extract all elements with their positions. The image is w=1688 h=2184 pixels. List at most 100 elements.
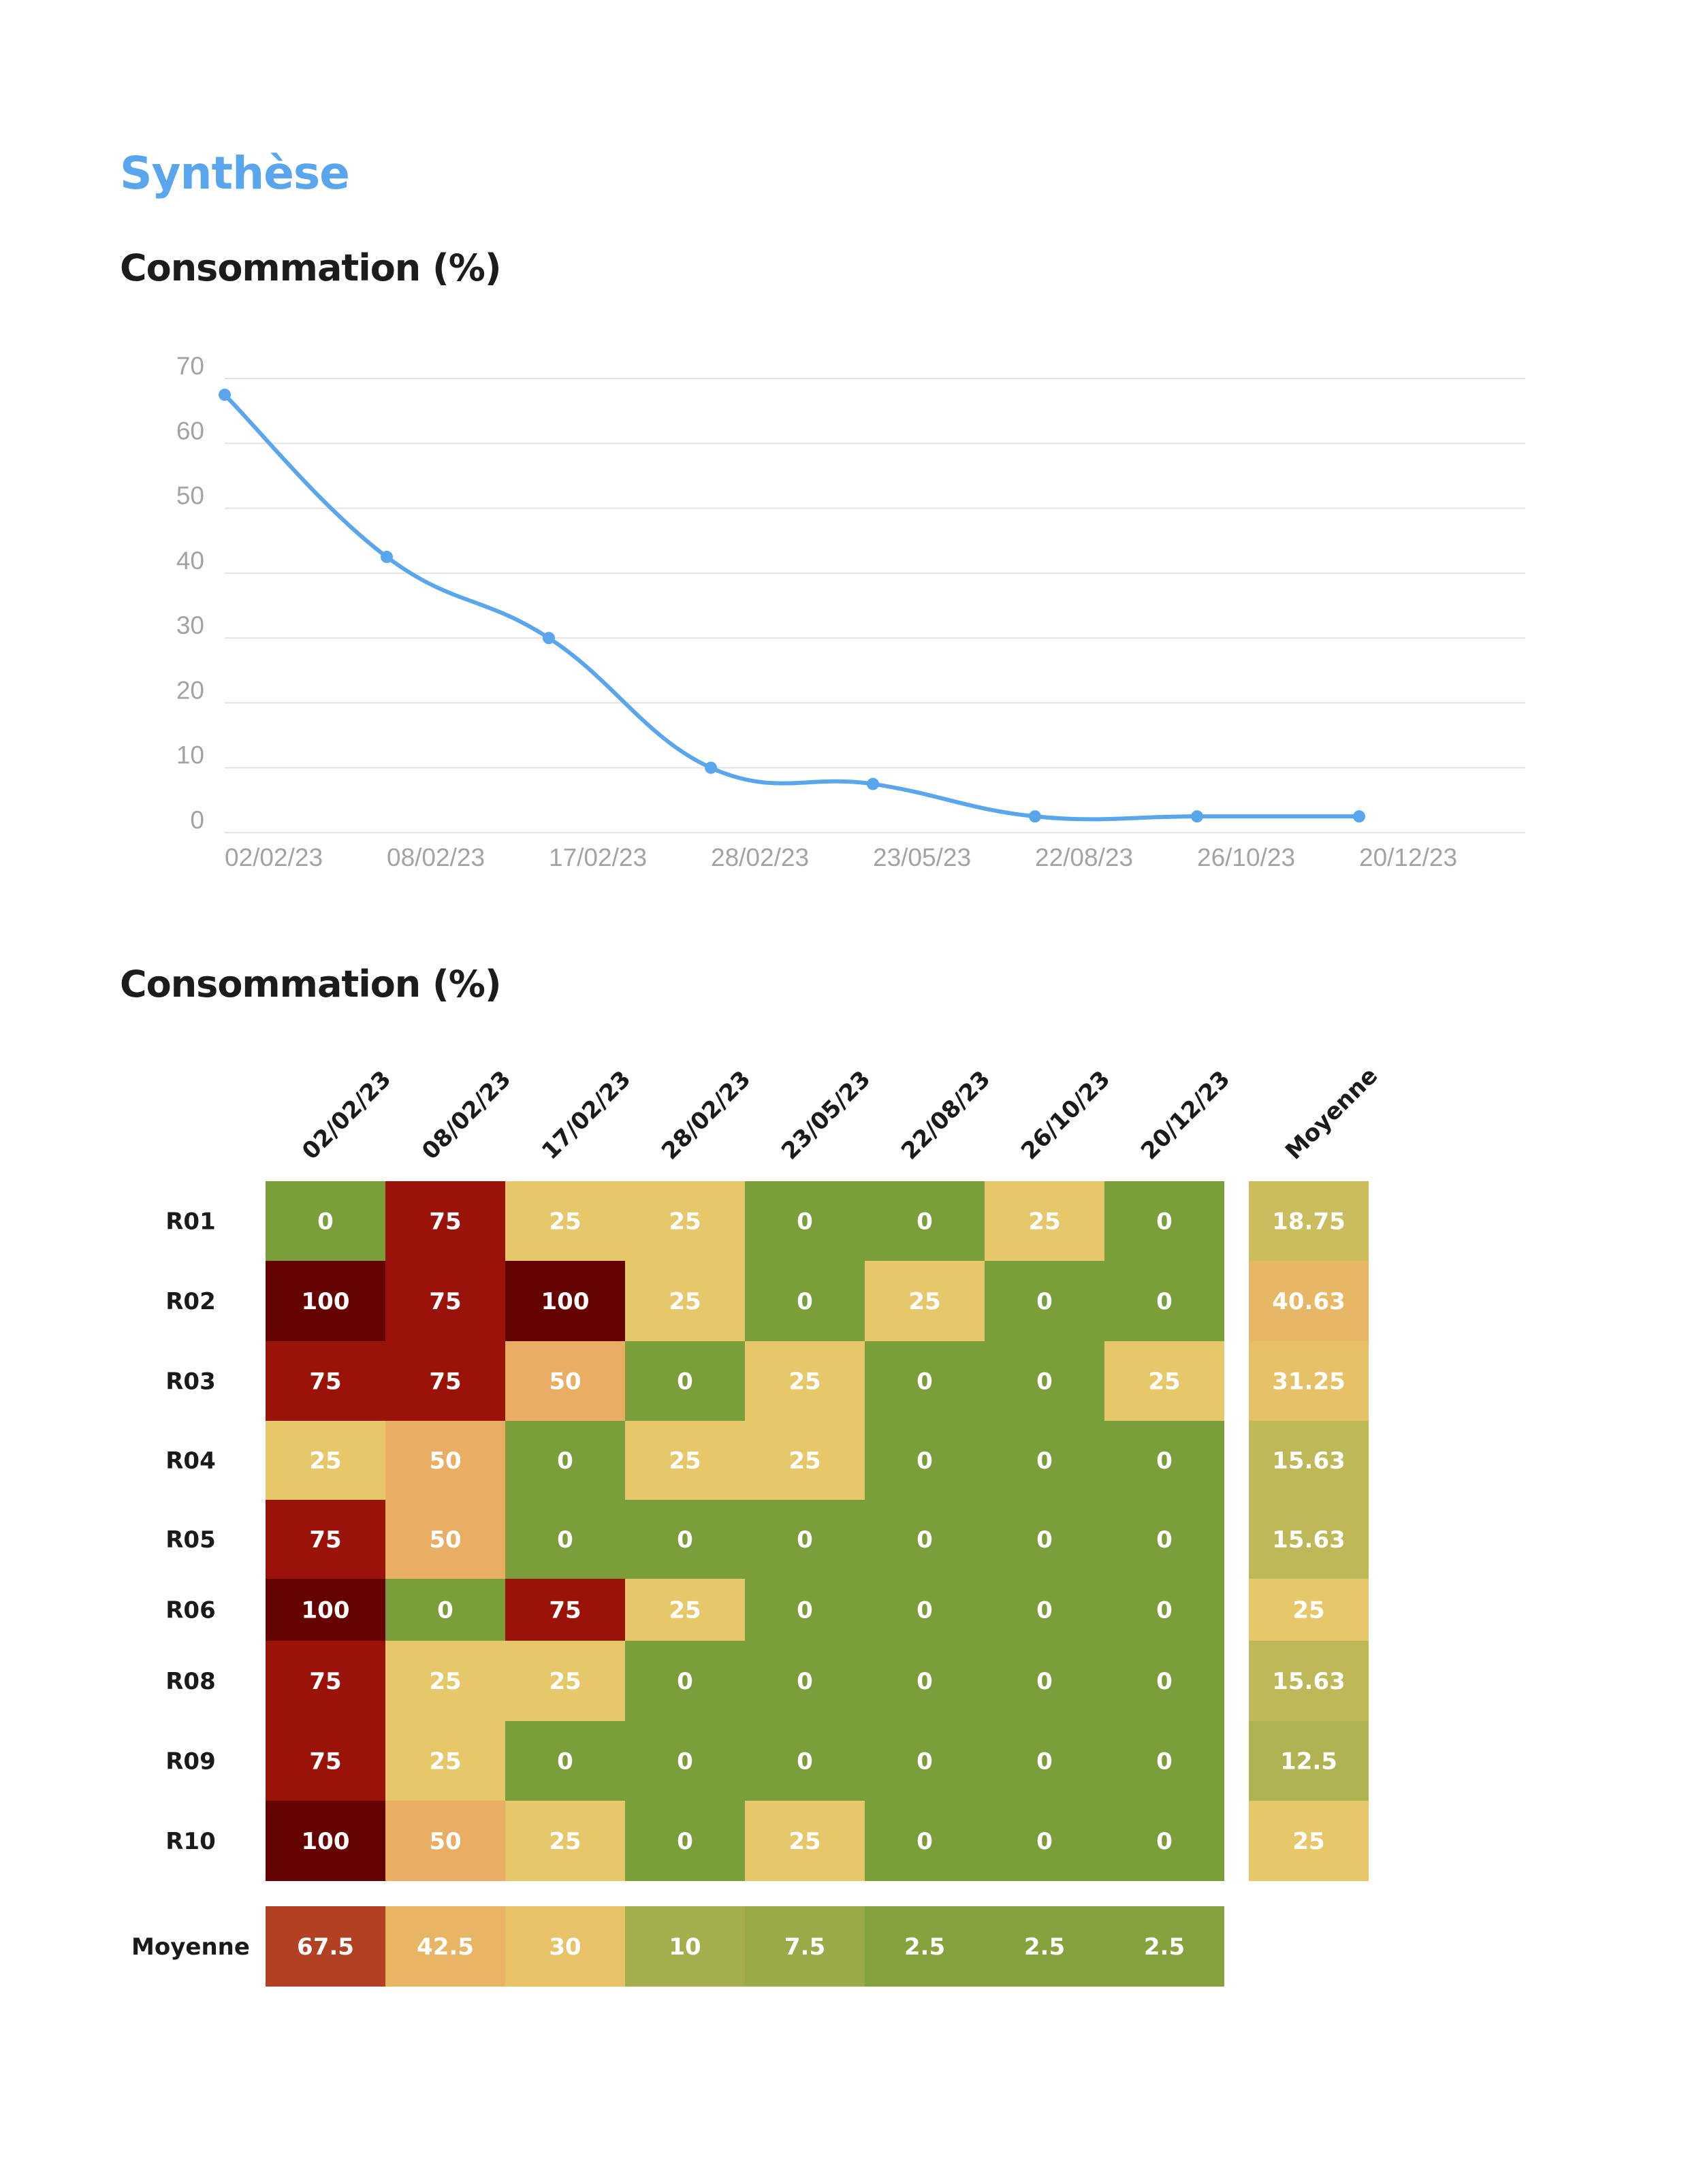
- column-average-value: 42.5: [417, 1933, 474, 1961]
- x-tick-label: 26/10/23: [1197, 844, 1295, 871]
- cell-value: 25: [549, 1668, 581, 1695]
- data-point: [1191, 810, 1203, 823]
- heatmap-cell: [625, 1579, 745, 1641]
- cell-value: 0: [797, 1526, 813, 1554]
- heatmap-cell: [385, 1261, 505, 1341]
- heatmap-cell: [865, 1801, 985, 1881]
- data-point: [1029, 810, 1041, 823]
- column-average-value: 10: [669, 1933, 701, 1961]
- column-average-value: 7.5: [784, 1933, 825, 1961]
- column-average-value: 67.5: [297, 1933, 354, 1961]
- heatmap-cell: [625, 1341, 745, 1421]
- heatmap-cell: [266, 1500, 385, 1579]
- heatmap-cell: [505, 1421, 625, 1500]
- cell-value: 0: [1036, 1828, 1053, 1855]
- cell-value: 25: [789, 1447, 821, 1475]
- heatmap-cell: [985, 1261, 1104, 1341]
- row-average-value: 18.75: [1272, 1208, 1345, 1236]
- heatmap-cell: [745, 1341, 865, 1421]
- x-tick-label: 23/05/23: [873, 844, 971, 871]
- cell-value: 50: [429, 1526, 461, 1554]
- column-average-cell: [625, 1906, 745, 1987]
- cell-value: 25: [429, 1668, 461, 1695]
- y-tick-label: 70: [176, 352, 204, 380]
- cell-value: 25: [549, 1208, 581, 1236]
- heatmap-cell: [385, 1801, 505, 1881]
- heatmap-cell: [1104, 1341, 1224, 1421]
- row-label: R06: [165, 1597, 216, 1624]
- heatmap-cell: [1104, 1721, 1224, 1801]
- row-average-cell: [1249, 1721, 1369, 1801]
- y-tick-label: 60: [176, 417, 204, 445]
- cell-value: 50: [549, 1368, 581, 1396]
- heatmap-cell: [745, 1181, 865, 1261]
- column-header: 20/12/23: [1136, 1065, 1235, 1165]
- cell-value: 50: [429, 1447, 461, 1475]
- heatmap-cell: [865, 1721, 985, 1801]
- x-tick-label: 20/12/23: [1359, 844, 1457, 871]
- heatmap-cell: [505, 1579, 625, 1641]
- heatmap-cell: [625, 1421, 745, 1500]
- row-label: R04: [165, 1447, 216, 1475]
- cell-value: 75: [309, 1526, 341, 1554]
- column-average-cell: [505, 1906, 625, 1987]
- cell-value: 0: [1036, 1668, 1053, 1695]
- heatmap-cell: [745, 1579, 865, 1641]
- row-average-cell: [1249, 1801, 1369, 1881]
- data-point: [705, 761, 717, 774]
- heatmap-cell: [505, 1341, 625, 1421]
- cell-value: 25: [549, 1828, 581, 1855]
- data-point: [219, 388, 231, 401]
- cell-value: 75: [309, 1748, 341, 1776]
- cell-value: 75: [549, 1597, 581, 1624]
- row-average-cell: [1249, 1341, 1369, 1421]
- cell-value: 0: [917, 1447, 933, 1475]
- heatmap-cell: [985, 1801, 1104, 1881]
- data-point: [1353, 810, 1365, 823]
- cell-value: 0: [1156, 1748, 1173, 1776]
- heatmap-cell: [385, 1500, 505, 1579]
- cell-value: 25: [789, 1368, 821, 1396]
- cell-value: 0: [917, 1208, 933, 1236]
- row-average-value: 40.63: [1272, 1288, 1345, 1315]
- cell-value: 25: [669, 1208, 701, 1236]
- average-row-label: Moyenne: [131, 1933, 250, 1961]
- heatmap-cell: [266, 1181, 385, 1261]
- heatmap-cell: [505, 1181, 625, 1261]
- x-tick-label: 22/08/23: [1035, 844, 1133, 871]
- cell-value: 0: [917, 1668, 933, 1695]
- cell-value: 100: [302, 1288, 350, 1315]
- y-tick-label: 40: [176, 547, 204, 575]
- row-average-value: 25: [1292, 1597, 1324, 1624]
- cell-value: 0: [677, 1526, 693, 1554]
- cell-value: 75: [309, 1368, 341, 1396]
- cell-value: 0: [317, 1208, 334, 1236]
- y-tick-label: 0: [190, 806, 204, 834]
- row-label: R03: [165, 1368, 216, 1396]
- cell-value: 25: [669, 1288, 701, 1315]
- cell-value: 75: [429, 1288, 461, 1315]
- cell-value: 75: [429, 1368, 461, 1396]
- heatmap-cell: [385, 1341, 505, 1421]
- cell-value: 0: [557, 1447, 573, 1475]
- heatmap-cell: [266, 1801, 385, 1881]
- cell-value: 0: [1036, 1597, 1053, 1624]
- heatmap-cell: [266, 1261, 385, 1341]
- cell-value: 0: [917, 1597, 933, 1624]
- cell-value: 25: [669, 1447, 701, 1475]
- cell-value: 0: [797, 1597, 813, 1624]
- cell-value: 0: [917, 1828, 933, 1855]
- column-header: 22/08/23: [896, 1065, 996, 1165]
- heatmap-cell: [505, 1801, 625, 1881]
- heatmap-cell: [985, 1341, 1104, 1421]
- heatmap-cell: [1104, 1641, 1224, 1721]
- heatmap-cell: [625, 1500, 745, 1579]
- column-average-cell: [385, 1906, 505, 1987]
- cell-value: 25: [669, 1597, 701, 1624]
- row-average-cell: [1249, 1261, 1369, 1341]
- cell-value: 0: [1156, 1526, 1173, 1554]
- column-average-cell: [745, 1906, 865, 1987]
- cell-value: 0: [1156, 1828, 1173, 1855]
- heatmap-cell: [505, 1641, 625, 1721]
- cell-value: 75: [309, 1668, 341, 1695]
